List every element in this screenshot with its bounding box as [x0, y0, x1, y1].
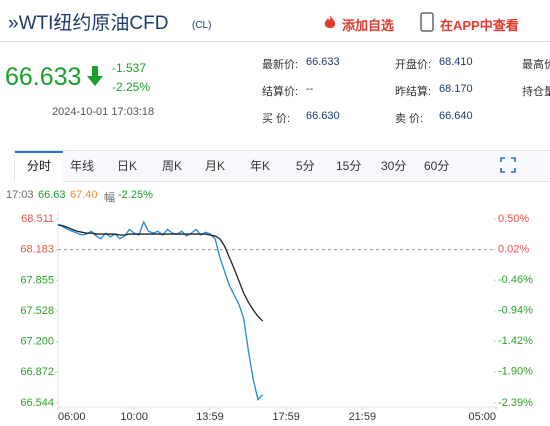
title: »WTI纽约原油CFD	[8, 13, 169, 34]
down-arrow	[87, 66, 103, 86]
x-tick-label: 06:00	[58, 411, 86, 423]
field-value: 68.410	[439, 56, 473, 68]
field-label: 开盘价:	[395, 59, 432, 71]
field-value: 66.630	[306, 110, 340, 122]
field-label: 最高价:	[522, 59, 550, 71]
divider	[0, 41, 550, 42]
average-line	[57, 224, 264, 322]
tab[interactable]: 年K	[250, 159, 271, 173]
app-link[interactable]: 在APP中查看	[440, 18, 519, 33]
field-label: 卖 价:	[395, 113, 424, 125]
price-line	[57, 220, 264, 401]
info-time: 17:03	[6, 189, 34, 201]
fullscreen-icon[interactable]	[500, 157, 516, 173]
field-value: --	[306, 83, 314, 95]
tab[interactable]: 30分	[381, 159, 407, 173]
y2-tick-label: -1.42%	[498, 335, 533, 347]
code: (CL)	[192, 20, 212, 31]
y-tick-label: 66.872	[20, 366, 54, 378]
y-tick-label: 68.511	[21, 213, 54, 225]
add-watch[interactable]: 添加自选	[342, 18, 395, 33]
x-tick-label: 21:59	[349, 411, 377, 423]
x-tick-label: 10:00	[120, 411, 148, 423]
y2-tick-label: -0.46%	[498, 274, 533, 286]
field-label: 最新价:	[262, 59, 299, 71]
info-price: 66.63	[38, 189, 66, 201]
x-tick-label: 05:00	[468, 411, 496, 423]
y2-tick-label: 0.50%	[498, 213, 529, 225]
field-value: 66.633	[306, 56, 340, 68]
x-tick-label: 17:59	[272, 411, 300, 423]
info-amp: -2.25%	[118, 189, 153, 201]
tab-bar	[14, 150, 550, 182]
y-tick-label: 67.200	[20, 336, 54, 348]
tab[interactable]: 年线	[70, 159, 95, 173]
tab[interactable]: 60分	[424, 159, 450, 173]
y-tick-label: 66.544	[20, 397, 54, 409]
info-avg: 67.40	[70, 189, 98, 201]
field-label: 买 价:	[262, 113, 291, 125]
y-tick-label: 68.183	[20, 244, 54, 256]
tab[interactable]: 周K	[162, 159, 183, 173]
fire-icon	[324, 15, 336, 28]
y2-tick-label: 0.02%	[498, 243, 529, 255]
tab[interactable]: 5分	[296, 159, 315, 173]
field-label: 结算价:	[262, 86, 299, 98]
field-value: 66.640	[439, 110, 473, 122]
tab[interactable]: 日K	[117, 159, 138, 173]
x-tick-label: 13:59	[196, 411, 224, 423]
change-pct: -2.25%	[112, 80, 151, 94]
quote-time: 2024-10-01 17:03:18	[52, 106, 155, 118]
y2-tick-label: -0.94%	[498, 305, 533, 317]
tab[interactable]: 分时	[27, 159, 52, 173]
price: 66.633	[5, 63, 82, 91]
tab[interactable]: 15分	[336, 159, 362, 173]
active-tab	[15, 151, 63, 183]
tab[interactable]: 月K	[205, 159, 226, 173]
field-value: 68.170	[439, 83, 473, 95]
info-amp-label: 幅	[104, 192, 115, 204]
phone-icon	[420, 12, 434, 32]
y-tick-label: 67.528	[20, 305, 54, 317]
field-label: 持仓量:	[522, 86, 550, 98]
y2-tick-label: -1.90%	[498, 366, 533, 378]
y2-tick-label: -2.39%	[498, 397, 533, 409]
field-label: 昨结算:	[395, 86, 432, 98]
change: -1.537	[112, 61, 147, 75]
y-tick-label: 67.855	[20, 274, 54, 286]
